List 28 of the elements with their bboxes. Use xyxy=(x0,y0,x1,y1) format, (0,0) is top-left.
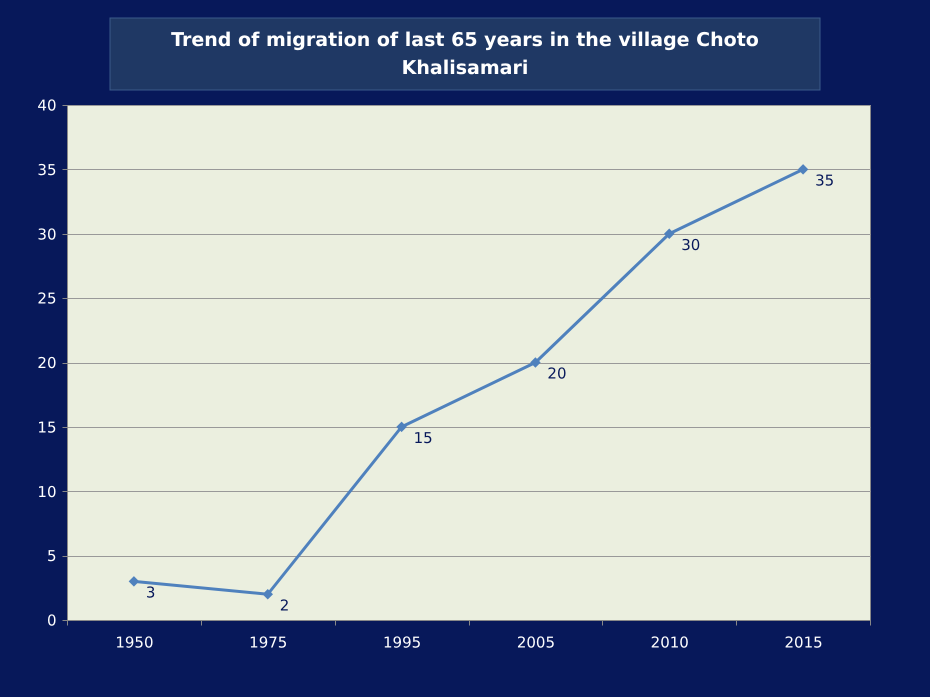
point xyxy=(262,589,273,600)
x-tick-label: 1950 xyxy=(115,634,154,652)
y-tick-label: 0 xyxy=(46,612,56,630)
y-tick-label: 5 xyxy=(46,547,56,566)
y-tick-label: 20 xyxy=(37,354,56,372)
x-tick-label: 1995 xyxy=(382,634,422,652)
chart-title: Trend of migration of last 65 years in the village Choto Khalisamari xyxy=(171,29,759,79)
point xyxy=(664,228,674,239)
data-label: 20 xyxy=(547,364,567,382)
y-tick-label: 25 xyxy=(37,290,56,308)
point xyxy=(128,576,140,587)
y-tick-label: 35 xyxy=(37,160,56,179)
y-tick-label: 15 xyxy=(37,418,56,436)
y-tick-label: 10 xyxy=(37,482,56,501)
x-tick-label: 2005 xyxy=(516,634,556,652)
data-label: 30 xyxy=(681,236,700,254)
x-tick-label: 2015 xyxy=(784,634,823,652)
data-label: 15 xyxy=(414,428,433,447)
y-tick-label: 30 xyxy=(37,225,56,244)
data-label: 2 xyxy=(280,596,290,614)
x-tick-label: 2010 xyxy=(650,634,689,652)
data-label: 35 xyxy=(815,171,834,190)
y-tick-label: 40 xyxy=(37,96,56,114)
point xyxy=(530,357,541,368)
point xyxy=(396,422,407,432)
x-tick-label: 1975 xyxy=(249,634,288,652)
data-label: 3 xyxy=(146,583,156,602)
point xyxy=(798,164,808,175)
